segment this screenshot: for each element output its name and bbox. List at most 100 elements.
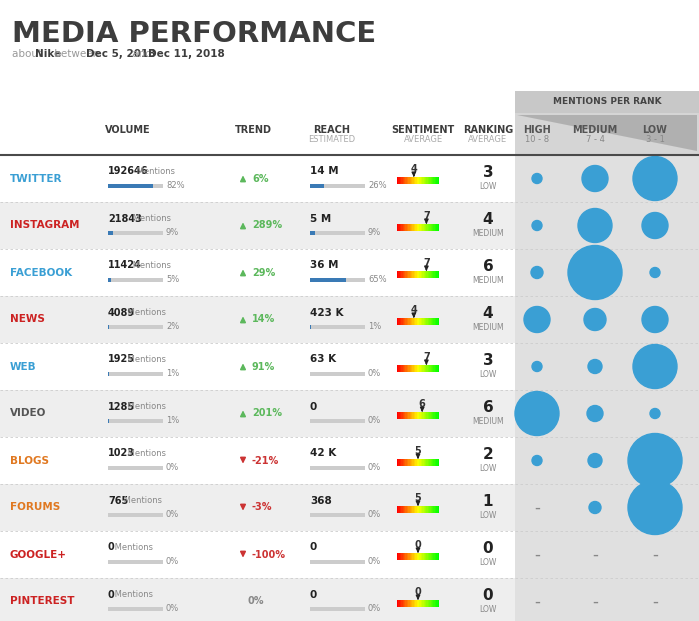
Bar (428, 224, 429, 231)
Bar (515, 249, 699, 296)
Bar (410, 318, 411, 325)
Circle shape (532, 455, 542, 466)
Bar (418, 365, 419, 372)
Bar (424, 600, 425, 607)
Bar (432, 318, 433, 325)
Bar (400, 365, 401, 372)
Bar (310, 278, 346, 281)
Bar (310, 230, 315, 235)
Text: 0: 0 (310, 543, 317, 553)
Text: 0%: 0% (248, 597, 264, 607)
Text: GOOGLE+: GOOGLE+ (10, 550, 67, 560)
Bar (403, 271, 404, 278)
Circle shape (588, 453, 602, 468)
Bar (405, 506, 407, 513)
Bar (401, 365, 403, 372)
Bar (435, 459, 436, 466)
Bar (422, 177, 424, 184)
Bar (407, 177, 408, 184)
Text: -21%: -21% (252, 455, 279, 466)
Bar (431, 506, 432, 513)
Bar (436, 177, 438, 184)
Bar (412, 271, 414, 278)
Bar (404, 412, 405, 419)
Bar (412, 412, 414, 419)
Bar (108, 183, 163, 188)
Bar (431, 412, 432, 419)
Text: TWITTER: TWITTER (10, 173, 62, 183)
Bar (108, 230, 163, 235)
Text: 765: 765 (108, 496, 128, 505)
Bar (405, 365, 407, 372)
Bar (433, 271, 435, 278)
Bar (417, 506, 418, 513)
Bar (417, 459, 418, 466)
Bar (438, 412, 439, 419)
Bar (515, 113, 699, 155)
Bar (108, 512, 163, 517)
Bar (411, 553, 412, 560)
Bar (419, 412, 421, 419)
Bar (435, 553, 436, 560)
Bar (403, 506, 404, 513)
Bar (424, 224, 425, 231)
Bar (418, 224, 419, 231)
Text: FORUMS: FORUMS (10, 502, 60, 512)
Text: 7: 7 (423, 211, 430, 221)
Text: Mentions: Mentions (125, 355, 166, 364)
Text: 289%: 289% (252, 220, 282, 230)
Bar (404, 459, 405, 466)
Bar (108, 607, 163, 610)
Bar (429, 365, 431, 372)
Text: 6: 6 (419, 399, 426, 409)
Bar (414, 365, 415, 372)
Bar (411, 224, 412, 231)
Bar (418, 506, 419, 513)
Bar (411, 271, 412, 278)
Bar (404, 506, 405, 513)
Bar (397, 177, 398, 184)
Text: RANKING: RANKING (463, 125, 513, 135)
Bar (438, 224, 439, 231)
Bar (428, 271, 429, 278)
Text: -: - (534, 545, 540, 563)
Bar (407, 506, 408, 513)
Bar (436, 506, 438, 513)
Bar (397, 553, 398, 560)
Bar (433, 177, 435, 184)
Text: 6%: 6% (252, 173, 268, 183)
Bar (108, 278, 110, 281)
Bar (429, 177, 431, 184)
Text: 0%: 0% (368, 369, 381, 378)
Bar (400, 318, 401, 325)
Circle shape (650, 409, 660, 419)
Text: 0: 0 (415, 540, 421, 550)
Text: Mentions: Mentions (125, 402, 166, 411)
Bar (422, 412, 424, 419)
Bar (407, 459, 408, 466)
Bar (425, 459, 426, 466)
Circle shape (587, 406, 603, 422)
Bar (429, 600, 431, 607)
Bar (410, 177, 411, 184)
Text: about: about (12, 49, 45, 59)
Bar (419, 271, 421, 278)
Text: 0: 0 (483, 588, 493, 603)
Bar (408, 600, 410, 607)
Bar (426, 271, 428, 278)
Bar (515, 390, 699, 437)
Bar (433, 600, 435, 607)
Bar (411, 506, 412, 513)
Text: 2: 2 (482, 447, 493, 462)
Bar (310, 607, 365, 610)
Circle shape (628, 481, 682, 535)
Bar (408, 459, 410, 466)
Bar (424, 177, 425, 184)
Bar (414, 318, 415, 325)
Bar (412, 318, 414, 325)
Bar (419, 365, 421, 372)
Bar (398, 224, 400, 231)
Bar (407, 224, 408, 231)
Text: -: - (652, 592, 658, 610)
Bar (400, 553, 401, 560)
